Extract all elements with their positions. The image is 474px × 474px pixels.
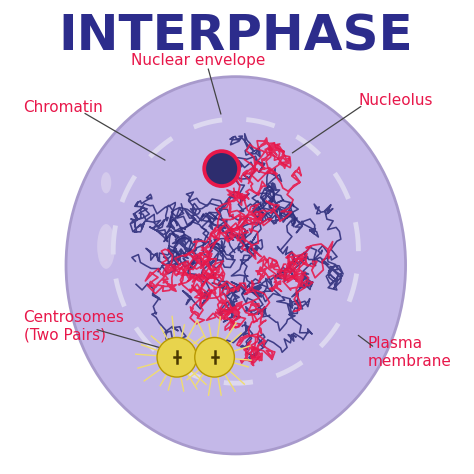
Text: INTERPHASE: INTERPHASE [58,13,413,61]
Ellipse shape [66,77,406,454]
Text: Nucleolus: Nucleolus [358,93,433,108]
Text: Centrosomes
(Two Pairs): Centrosomes (Two Pairs) [24,310,125,343]
Circle shape [195,337,234,377]
Circle shape [202,149,241,188]
Text: Chromatin: Chromatin [24,100,103,115]
Ellipse shape [101,172,111,193]
Text: Nuclear envelope: Nuclear envelope [131,53,265,68]
Circle shape [206,153,237,184]
Ellipse shape [97,224,115,269]
Circle shape [157,337,197,377]
Text: Plasma
membrane: Plasma membrane [368,337,452,369]
